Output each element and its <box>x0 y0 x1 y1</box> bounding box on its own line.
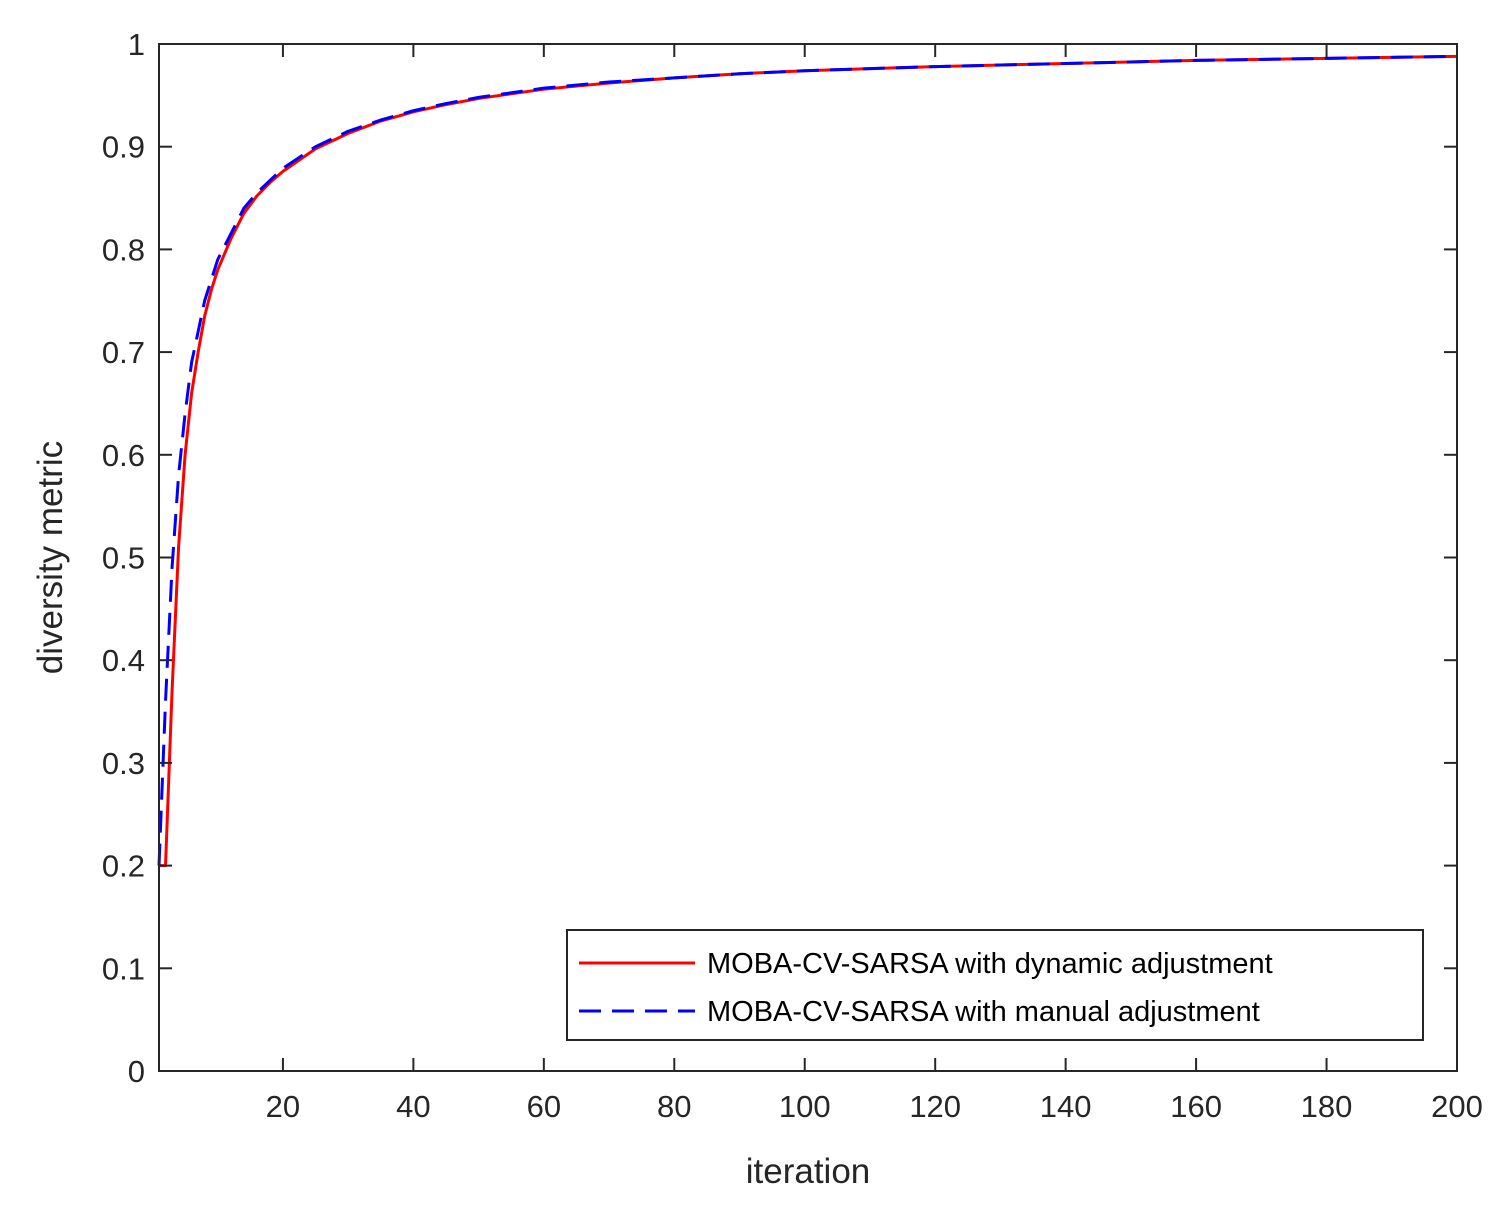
x-tick-label: 40 <box>396 1089 430 1124</box>
y-tick-label: 0.1 <box>102 951 145 986</box>
y-tick-label: 0.3 <box>102 746 145 781</box>
x-tick-label: 200 <box>1431 1089 1483 1124</box>
x-tick-label: 20 <box>266 1089 300 1124</box>
y-tick-label: 0.2 <box>102 849 145 884</box>
axes: 20 40 60 80 100 120 140 160 180 200 0 0.1 0.2 0.3 0.4 0… <box>31 27 1483 1191</box>
x-tick-label: 60 <box>527 1089 561 1124</box>
legend-box <box>566 929 1424 1041</box>
x-tick-label: 80 <box>657 1089 691 1124</box>
y-tick-label: 0.8 <box>102 232 145 267</box>
y-tick-label: 0.9 <box>102 130 145 165</box>
y-axis-title: diversity metric <box>31 441 70 674</box>
y-tick-label: 0.6 <box>102 438 145 473</box>
y-tick-label: 1 <box>128 27 145 62</box>
plot-area <box>157 54 1458 868</box>
series-line-2 <box>157 54 1458 866</box>
y-tick-label: 0 <box>128 1054 145 1089</box>
x-tick-label: 160 <box>1170 1089 1222 1124</box>
legend-label-2: MOBA-CV-SARSA with manual adjustment <box>707 996 1260 1028</box>
x-tick-label: 120 <box>909 1089 961 1124</box>
y-tick-label: 0.5 <box>102 541 145 576</box>
x-axis-title: iteration <box>746 1152 871 1191</box>
x-tick-label: 140 <box>1040 1089 1092 1124</box>
legend: MOBA-CV-SARSA with dynamic adjustment MOB… <box>566 929 1424 1041</box>
y-tick-label: 0.4 <box>102 643 145 678</box>
x-tick-label: 180 <box>1301 1089 1353 1124</box>
x-tick-label: 100 <box>779 1089 831 1124</box>
legend-label-1: MOBA-CV-SARSA with dynamic adjustment <box>707 948 1273 980</box>
y-tick-label: 0.7 <box>102 335 145 370</box>
